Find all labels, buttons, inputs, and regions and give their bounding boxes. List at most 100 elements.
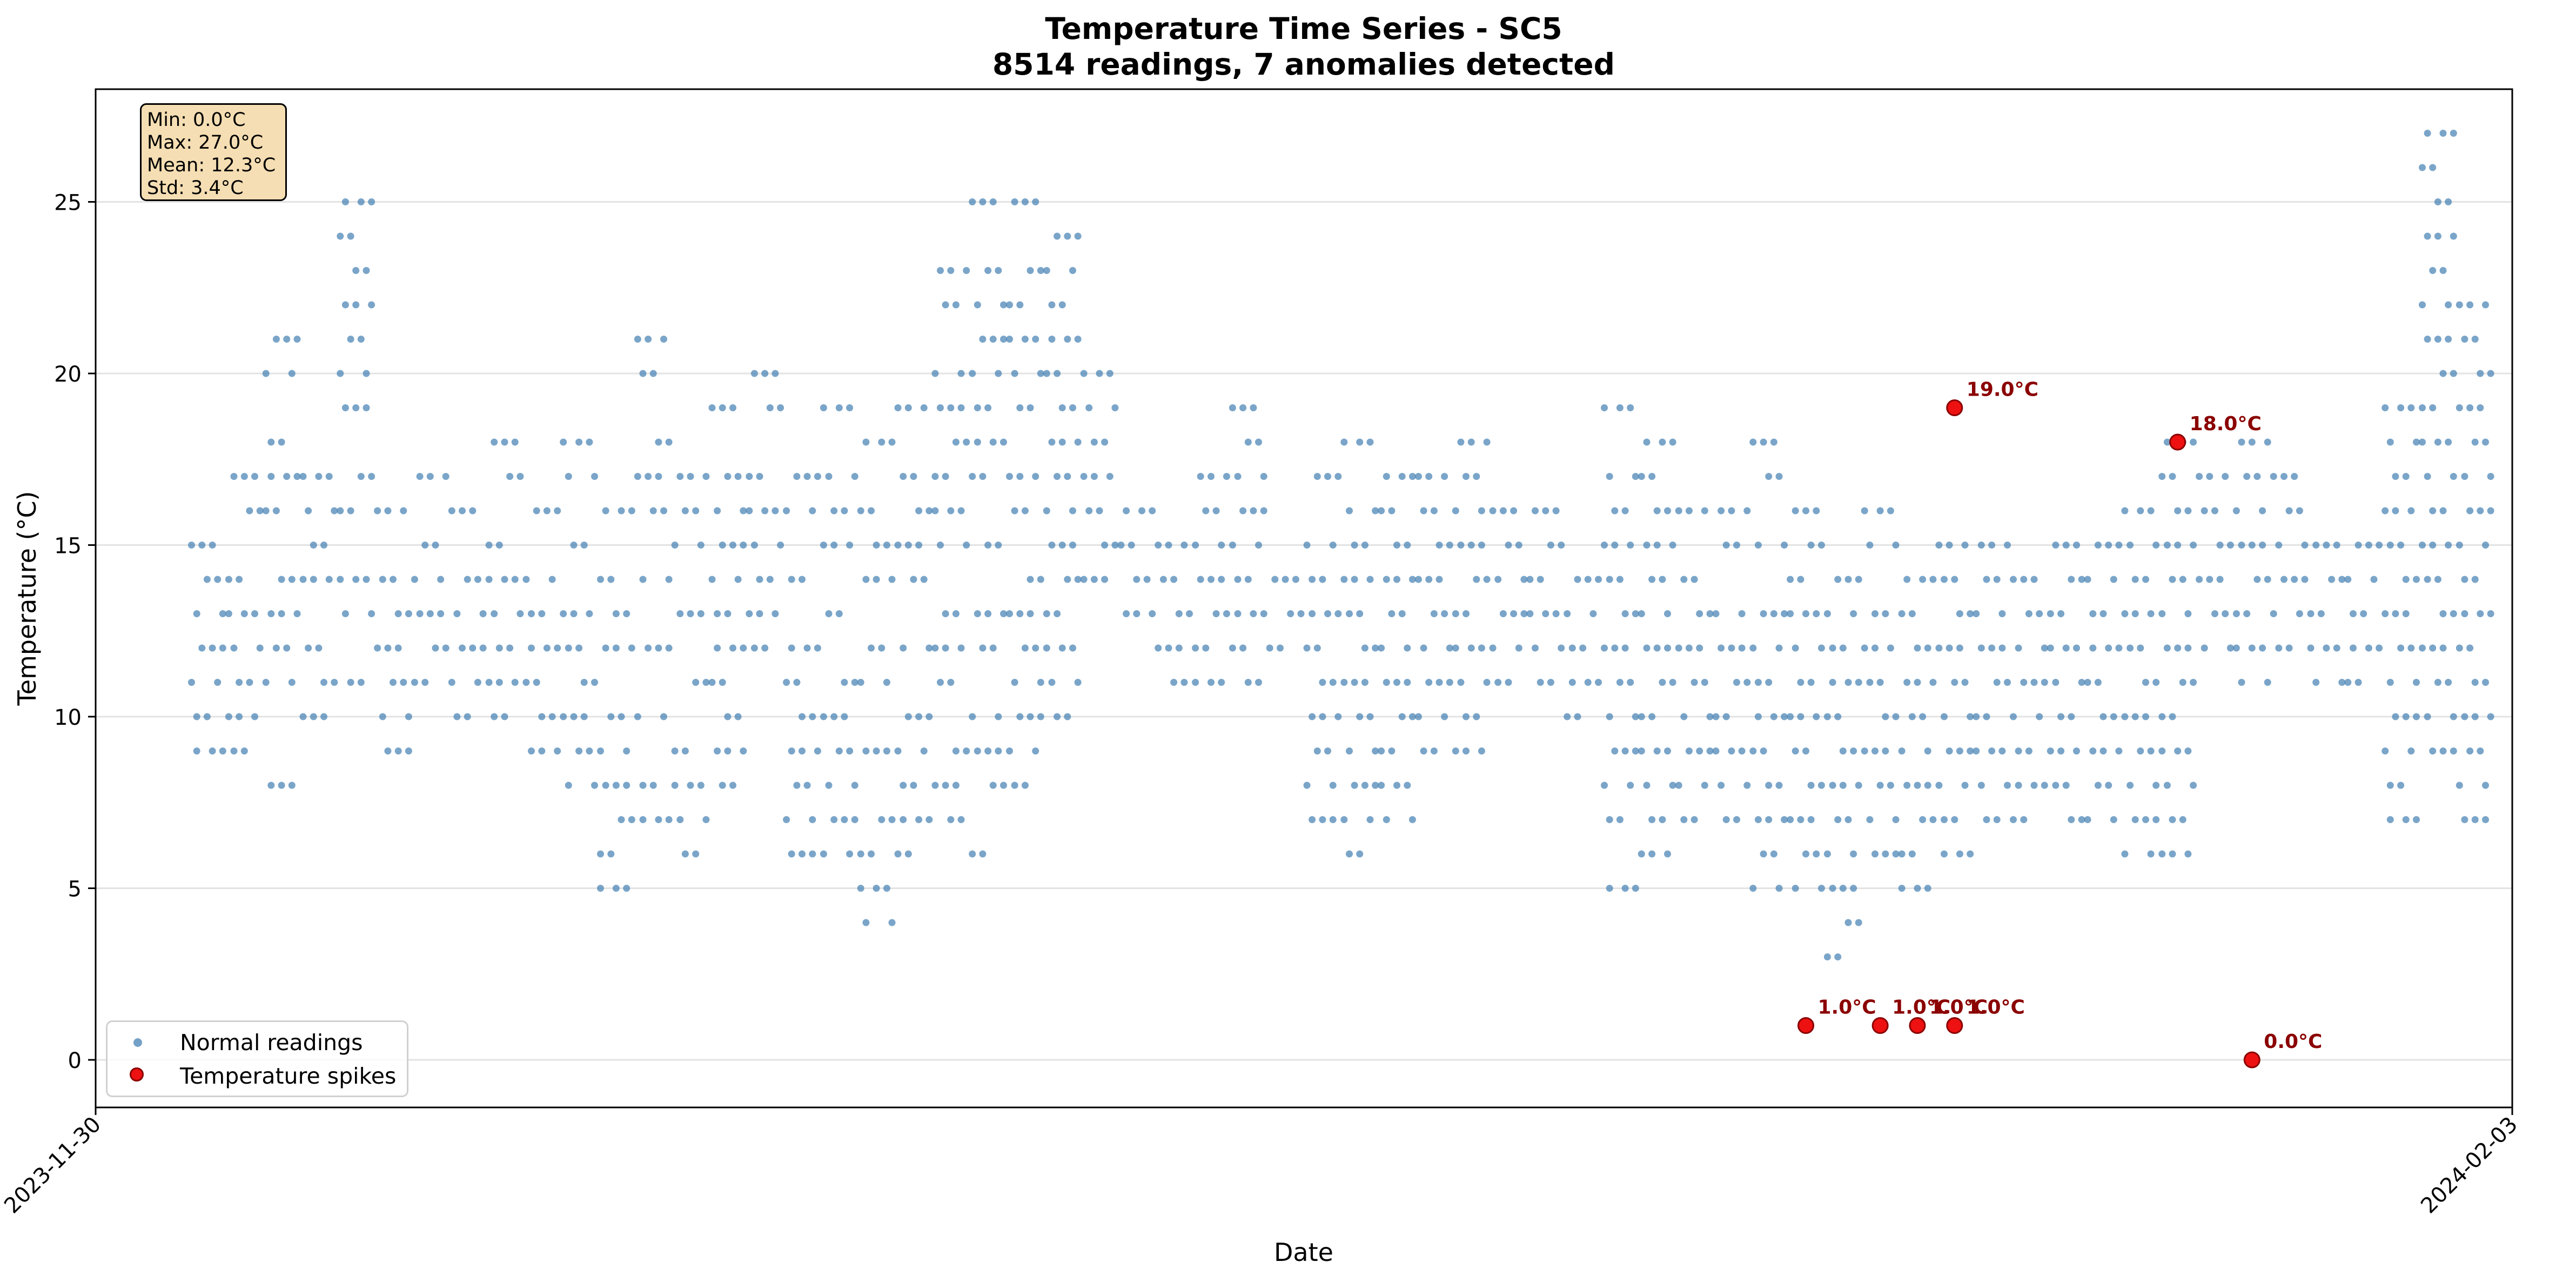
normal-reading-point	[1866, 816, 1874, 823]
normal-reading-point	[2461, 576, 2468, 583]
normal-reading-point	[1807, 542, 1815, 549]
normal-reading-point	[1967, 747, 1974, 754]
normal-reading-point	[1457, 542, 1465, 549]
normal-reading-point	[1292, 576, 1299, 583]
normal-reading-point	[1722, 542, 1730, 549]
normal-reading-point	[969, 713, 976, 720]
normal-reading-point	[1324, 473, 1331, 480]
normal-reading-point	[1202, 644, 1210, 652]
normal-reading-point	[1680, 816, 1688, 823]
normal-reading-point	[538, 713, 546, 720]
normal-reading-point	[1467, 644, 1475, 652]
normal-reading-point	[188, 542, 195, 549]
normal-reading-point	[283, 336, 291, 343]
normal-reading-point	[963, 747, 970, 754]
normal-reading-point	[1787, 816, 1794, 823]
normal-reading-point	[1807, 782, 1815, 789]
normal-reading-point	[783, 816, 790, 823]
normal-reading-point	[1685, 507, 1693, 515]
normal-reading-point	[262, 679, 270, 686]
normal-reading-point	[873, 542, 880, 549]
normal-reading-point	[740, 644, 747, 652]
normal-reading-point	[2482, 438, 2489, 446]
normal-reading-point	[1977, 782, 1985, 789]
normal-reading-point	[1054, 473, 1061, 480]
normal-reading-point	[904, 850, 912, 858]
normal-reading-point	[575, 644, 583, 652]
normal-reading-point	[2466, 747, 2474, 754]
normal-reading-point	[719, 404, 726, 411]
normal-reading-point	[2216, 576, 2224, 583]
normal-reading-point	[368, 473, 375, 480]
normal-reading-point	[793, 782, 801, 789]
normal-reading-point	[1601, 404, 1608, 411]
x-tick-label: 2024-02-03	[2416, 1112, 2523, 1219]
normal-reading-point	[937, 679, 944, 686]
normal-reading-point	[1378, 644, 1385, 652]
normal-reading-point	[2057, 747, 2065, 754]
normal-reading-point	[2015, 782, 2022, 789]
normal-reading-point	[851, 679, 858, 686]
normal-reading-point	[2312, 679, 2320, 686]
normal-reading-point	[1170, 576, 1178, 583]
normal-reading-point	[2354, 679, 2362, 686]
normal-reading-point	[1850, 885, 1857, 892]
normal-reading-point	[394, 644, 402, 652]
normal-reading-point	[1435, 679, 1443, 686]
normal-reading-point	[2004, 782, 2011, 789]
normal-reading-point	[1006, 610, 1013, 617]
normal-reading-point	[1850, 747, 1857, 754]
normal-reading-point	[814, 473, 821, 480]
normal-reading-point	[714, 644, 721, 652]
normal-reading-point	[1101, 542, 1109, 549]
normal-reading-point	[937, 542, 944, 549]
normal-reading-point	[347, 679, 354, 686]
normal-reading-point	[1935, 542, 1943, 549]
normal-reading-point	[947, 679, 955, 686]
normal-reading-point	[2445, 301, 2452, 309]
normal-reading-point	[1366, 816, 1374, 823]
normal-reading-point	[1064, 232, 1071, 240]
normal-reading-point	[1090, 438, 1098, 446]
normal-reading-point	[1638, 747, 1645, 754]
normal-reading-point	[851, 816, 858, 823]
normal-reading-point	[203, 713, 211, 720]
normal-reading-point	[2121, 507, 2129, 515]
normal-reading-point	[2413, 438, 2420, 446]
temperature-spike-point	[2169, 433, 2186, 451]
normal-reading-point	[1675, 644, 1682, 652]
normal-reading-point	[2179, 679, 2186, 686]
normal-reading-point	[538, 747, 546, 754]
normal-reading-point	[714, 610, 721, 617]
normal-reading-point	[278, 438, 285, 446]
normal-reading-point	[888, 816, 896, 823]
spike-label: 1.0°C	[1929, 997, 1988, 1019]
normal-reading-point	[1722, 816, 1730, 823]
normal-reading-point	[868, 850, 875, 858]
normal-reading-point	[1064, 576, 1071, 583]
normal-reading-point	[1616, 816, 1624, 823]
normal-reading-point	[1834, 713, 1842, 720]
normal-reading-point	[1101, 576, 1109, 583]
normal-reading-point	[1929, 816, 1937, 823]
normal-reading-point	[2158, 713, 2166, 720]
normal-reading-point	[1478, 542, 1485, 549]
normal-reading-point	[1463, 610, 1470, 617]
normal-reading-point	[2131, 610, 2139, 617]
normal-reading-point	[1718, 782, 1725, 789]
normal-reading-point	[1871, 850, 1879, 858]
normal-reading-point	[1351, 542, 1358, 549]
normal-reading-point	[2419, 438, 2426, 446]
normal-reading-point	[931, 473, 939, 480]
normal-reading-point	[1000, 782, 1007, 789]
normal-reading-point	[1817, 542, 1825, 549]
normal-reading-point	[724, 473, 732, 480]
normal-reading-point	[2365, 644, 2372, 652]
normal-reading-point	[1638, 473, 1645, 480]
normal-reading-point	[293, 336, 301, 343]
normal-reading-point	[1892, 713, 1900, 720]
normal-reading-point	[283, 473, 291, 480]
normal-reading-point	[379, 576, 386, 583]
normal-reading-point	[1696, 644, 1703, 652]
normal-reading-point	[2386, 816, 2394, 823]
